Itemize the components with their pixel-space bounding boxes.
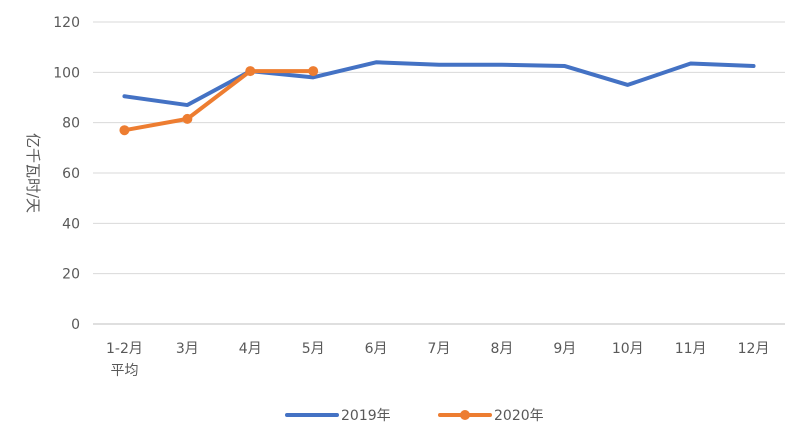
x-tick-label: 7月 [428, 341, 451, 357]
data-point [119, 125, 130, 136]
x-tick-label: 1-2月 [106, 341, 143, 357]
data-point [308, 66, 319, 77]
data-point [245, 66, 256, 77]
x-tick-label: 平均 [110, 363, 138, 379]
legend-label: 2020年 [494, 408, 544, 424]
x-tick-label: 5月 [302, 341, 325, 357]
y-tick-label: 120 [53, 15, 80, 31]
y-axis-label: 亿千瓦时/天 [24, 133, 42, 213]
x-tick-label: 9月 [553, 341, 576, 357]
series-line [122, 60, 756, 108]
y-tick-label: 0 [71, 317, 80, 333]
x-tick-label: 11月 [675, 341, 707, 357]
y-tick-label: 40 [62, 216, 80, 232]
data-point [182, 113, 193, 124]
y-tick-label: 100 [53, 65, 80, 81]
x-tick-label: 8月 [490, 341, 513, 357]
legend: 2019年 2020年 [285, 408, 544, 424]
y-tick-label: 20 [62, 267, 80, 283]
x-tick-label: 10月 [612, 341, 644, 357]
y-tick-label: 60 [62, 166, 80, 182]
x-tick-label: 4月 [239, 341, 262, 357]
x-tick-label: 3月 [176, 341, 199, 357]
legend-label: 2019年 [341, 408, 391, 424]
legend-marker [460, 410, 470, 420]
y-axis: 0 20 40 60 80 100 120 [53, 15, 80, 333]
y-tick-label: 80 [62, 116, 80, 132]
gridlines [93, 21, 785, 325]
x-tick-label: 12月 [738, 341, 770, 357]
series-group [119, 60, 756, 136]
x-tick-label: 6月 [365, 341, 388, 357]
series-line [122, 69, 316, 133]
